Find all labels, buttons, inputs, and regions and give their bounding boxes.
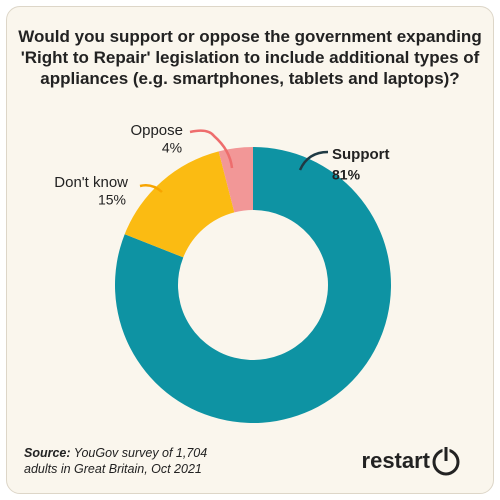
arrow (139, 184, 163, 193)
category-label: Support (332, 146, 390, 163)
source-label: Source: (24, 446, 71, 460)
value-label: 15% (98, 192, 126, 208)
donut-segment (114, 147, 392, 424)
donut-segment (218, 147, 253, 213)
category-label: Oppose (130, 122, 183, 139)
chart-title: Would you support or oppose the governme… (18, 27, 482, 88)
brand: restart (362, 448, 431, 473)
donut-segment (124, 151, 235, 258)
arrow (189, 129, 234, 169)
arrow (298, 150, 329, 171)
source: Source: YouGov survey of 1,704 adults in… (24, 445, 224, 477)
value-label: 81% (332, 167, 361, 183)
source-text: YouGov survey of 1,704 adults in Great B… (24, 446, 208, 476)
value-label: 4% (162, 140, 182, 156)
category-label: Don't know (54, 174, 128, 191)
